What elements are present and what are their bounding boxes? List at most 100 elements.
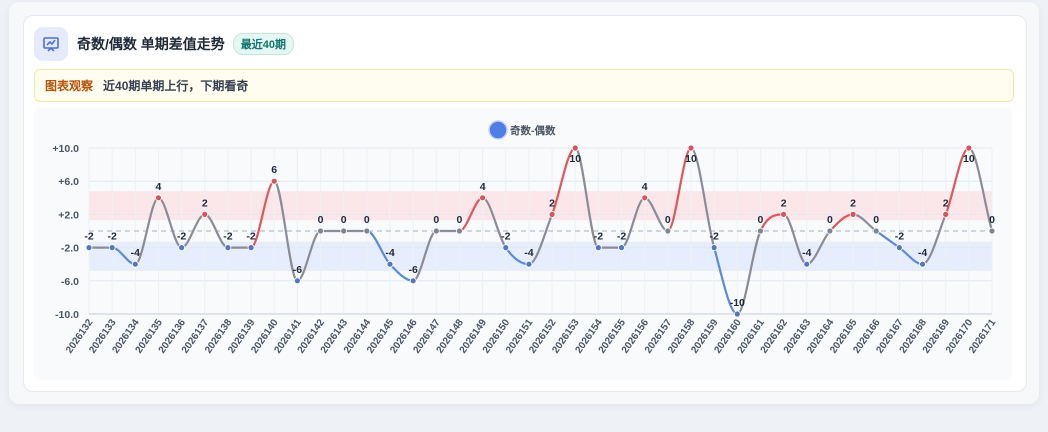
y-tick-label: +6.0 — [58, 176, 79, 188]
data-point — [270, 177, 278, 185]
data-point — [131, 260, 139, 268]
data-point — [641, 194, 649, 202]
data-point — [432, 227, 440, 235]
data-point — [849, 211, 857, 218]
data-point — [803, 260, 811, 268]
data-point — [571, 144, 579, 152]
data-point — [525, 260, 533, 268]
data-label: 10 — [569, 153, 581, 165]
data-point — [942, 211, 950, 218]
y-tick-label: +10.0 — [52, 143, 79, 155]
y-tick-label: -10.0 — [55, 309, 79, 321]
data-label: -2 — [223, 231, 232, 243]
data-point — [155, 194, 162, 202]
series-line-segment — [689, 146, 716, 249]
data-label: 4 — [642, 181, 648, 193]
data-label: -4 — [918, 247, 927, 259]
data-point — [919, 260, 926, 268]
line-chart: +10.0+6.0+2.0-2.0-6.0-10.0-22026132-2202… — [52, 120, 999, 356]
card-header: 奇数/偶数 单期差值走势 最近40期 — [34, 26, 295, 62]
data-point — [479, 194, 487, 202]
y-tick-label: -2.0 — [61, 243, 79, 255]
data-point — [548, 211, 556, 218]
data-label: -2 — [617, 231, 626, 243]
chart-area: +10.0 +6.0 +2.0 -2.0 -6.0 -10.0 -2 2026132 -2 202… — [34, 108, 1012, 380]
data-point — [733, 310, 741, 318]
data-label: -2 — [594, 231, 603, 243]
chart-card: 奇数/偶数 单期差值走势 最近40期 图表观察 近40期单期上行，下期看奇 +1… — [23, 15, 1027, 392]
data-point — [340, 227, 348, 235]
data-point — [895, 244, 903, 252]
data-point — [826, 227, 834, 235]
data-point — [224, 244, 232, 252]
observation-bar: 图表观察 近40期单期上行，下期看奇 — [34, 69, 1014, 102]
data-point — [201, 211, 209, 218]
data-label: 0 — [758, 214, 764, 226]
data-label: -10 — [730, 297, 745, 309]
series-line-segment — [273, 180, 299, 282]
data-label: 2 — [549, 197, 555, 209]
data-label: 0 — [364, 214, 370, 226]
data-label: -2 — [246, 231, 255, 243]
data-label: 2 — [202, 197, 208, 209]
data-point — [594, 244, 602, 252]
data-point — [178, 244, 186, 252]
data-point — [386, 260, 394, 268]
data-label: 4 — [480, 181, 486, 193]
data-label: -2 — [501, 231, 510, 243]
page-title: 奇数/偶数 单期差值走势 — [77, 36, 225, 52]
data-point — [710, 244, 718, 252]
data-label: -4 — [385, 247, 394, 259]
series-line-segment — [574, 146, 600, 249]
y-tick-label: +2.0 — [58, 209, 79, 221]
data-point — [664, 227, 672, 235]
observation-text: 近40期单期上行，下期看奇 — [103, 79, 249, 93]
data-point — [456, 227, 463, 235]
data-point — [502, 244, 510, 252]
data-point — [757, 227, 764, 235]
data-point — [108, 244, 116, 252]
data-label: -2 — [177, 231, 186, 243]
data-point — [247, 244, 255, 252]
data-label: 4 — [156, 181, 162, 193]
chart-presentation-icon — [34, 27, 68, 61]
data-point — [872, 227, 880, 235]
data-label: -6 — [293, 264, 302, 276]
legend-marker — [488, 120, 508, 140]
data-label: 0 — [989, 214, 995, 226]
data-label: 0 — [341, 214, 347, 226]
legend-label: 奇数-偶数 — [510, 124, 556, 137]
upper-band — [89, 191, 992, 221]
data-point — [363, 227, 371, 235]
data-label: 0 — [827, 214, 833, 226]
data-point — [965, 144, 973, 152]
y-tick-label: -6.0 — [61, 276, 79, 288]
period-badge: 最近40期 — [232, 33, 295, 55]
data-point — [780, 211, 788, 218]
data-label: 6 — [271, 164, 277, 176]
data-label: 0 — [665, 214, 671, 226]
data-label: 0 — [457, 214, 463, 226]
data-label: -4 — [802, 247, 811, 259]
data-point — [317, 227, 324, 235]
data-label: 10 — [685, 153, 697, 165]
data-point — [409, 277, 417, 285]
data-label: -2 — [709, 231, 718, 243]
data-point — [988, 227, 996, 235]
data-label: -6 — [408, 264, 417, 276]
data-point — [85, 244, 93, 252]
data-point — [618, 244, 625, 252]
outer-panel: 奇数/偶数 单期差值走势 最近40期 图表观察 近40期单期上行，下期看奇 +1… — [9, 2, 1039, 404]
data-label: 2 — [781, 197, 787, 209]
data-label: -4 — [524, 247, 533, 259]
data-point — [293, 277, 301, 285]
data-label: 2 — [943, 197, 949, 209]
data-label: -2 — [107, 231, 116, 243]
data-label: 10 — [963, 153, 975, 165]
data-label: -2 — [84, 231, 93, 243]
data-point — [687, 144, 695, 152]
data-label: 0 — [318, 214, 324, 226]
data-label: -2 — [895, 231, 904, 243]
data-label: 0 — [433, 214, 439, 226]
data-label: 0 — [873, 214, 879, 226]
